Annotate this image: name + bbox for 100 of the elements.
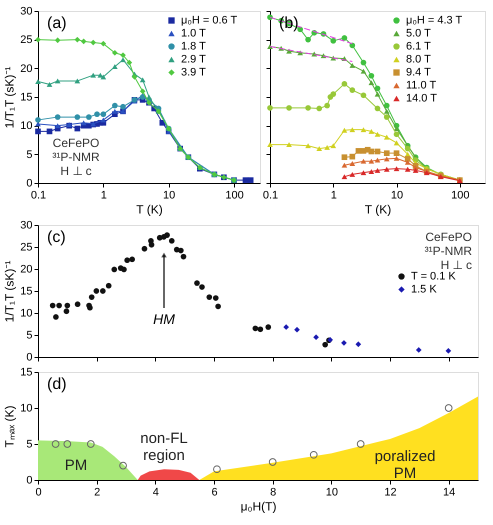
y-axis-title: 1/T₁T (sK)⁻¹ (2, 66, 16, 128)
point (265, 324, 272, 330)
point (446, 348, 452, 354)
point (206, 294, 212, 300)
legend-label: 6.1 T (406, 40, 432, 52)
point (199, 284, 205, 290)
y-tick-label: 20 (20, 264, 32, 276)
point (64, 302, 70, 308)
point (86, 440, 95, 448)
point (94, 288, 100, 294)
annotation: PM (64, 457, 88, 474)
annotation: ³¹P-NMR (424, 244, 472, 258)
annotation: ³¹P-NMR (52, 150, 100, 164)
x-tick-label: 10 (326, 486, 338, 498)
legend-label: 2.9 T (181, 54, 206, 66)
y-tick-label: 0 (26, 474, 32, 486)
x-tick-label: 8 (270, 486, 276, 498)
point (50, 302, 56, 308)
chart-title: (a) (47, 15, 67, 32)
legend-label: 14.0 T (406, 92, 438, 104)
legend-label: 9.4 T (406, 66, 432, 78)
point (252, 326, 258, 332)
y-tick-label: 5 (26, 330, 32, 342)
legend-label: 11.0 T (406, 80, 436, 92)
annotation: H ⊥ c (60, 164, 92, 178)
point (268, 458, 277, 466)
y-tick-label: 30 (20, 6, 32, 18)
chart-title: (d) (47, 376, 67, 393)
point (310, 450, 318, 459)
legend-label: 3.9 T (181, 66, 206, 78)
x-tick-label: 0.1 (30, 190, 46, 202)
x-axis-title: μ₀H(T) (240, 500, 276, 514)
legend-label: μ₀H = 4.3 T (406, 14, 463, 26)
x-tick-label: 1 (330, 190, 337, 202)
point (322, 342, 328, 348)
point (356, 440, 365, 448)
point (52, 440, 60, 448)
y-tick-label: 10 (20, 402, 32, 414)
point (194, 280, 200, 286)
y-tick-label: 0 (26, 352, 32, 364)
y-tick-label: 0 (26, 178, 32, 190)
point (100, 288, 106, 294)
y-tick-label: 25 (20, 242, 32, 254)
point (178, 248, 184, 254)
legend-label: 8.0 T (406, 54, 432, 66)
legend-label: 5.0 T (406, 28, 432, 40)
point (313, 334, 319, 340)
point (180, 254, 186, 260)
legend-label: 1.0 T (181, 28, 206, 40)
x-tick-label: 100 (451, 190, 470, 202)
y-tick-label: 5 (26, 438, 32, 450)
x-tick-label: 100 (225, 190, 244, 202)
point (88, 294, 95, 300)
y-tick-label: 5 (26, 148, 32, 161)
point (142, 246, 148, 252)
point (341, 340, 347, 346)
x-tick-label: 2 (94, 486, 100, 498)
y-axis-title: Tₘₐₓ (K) (2, 405, 16, 448)
y-tick-label: 30 (20, 220, 32, 232)
x-axis-title: T (K) (364, 202, 392, 216)
y-tick-label: 15 (20, 286, 32, 298)
x-tick-label: 10 (163, 190, 176, 202)
legend-label: μ₀H = 0.6 T (181, 14, 238, 26)
point (129, 256, 135, 262)
point (215, 304, 221, 310)
point (124, 257, 130, 264)
x-axis-title: T (K) (136, 202, 163, 216)
x-tick-label: 0 (35, 486, 42, 498)
point (119, 462, 127, 470)
x-tick-label: 6 (211, 486, 218, 498)
x-tick-label: 0.1 (262, 190, 278, 202)
annotation: poralized PM (374, 448, 436, 482)
y-tick-label: 10 (20, 120, 32, 132)
point (64, 308, 70, 314)
point (74, 301, 80, 308)
legend-label: 1.8 T (181, 40, 206, 52)
y-tick-label: 15 (20, 366, 32, 378)
x-tick-label: 12 (384, 486, 397, 498)
legend-label: T = 0.1 K (411, 270, 456, 282)
annotation: CeFePO (52, 136, 100, 150)
y-axis-title: 1/T₁T (sK)⁻¹ (2, 260, 16, 322)
annotation: H ⊥ c (440, 258, 472, 272)
point (63, 440, 72, 448)
point (111, 266, 118, 272)
point (294, 326, 300, 333)
x-tick-label: 14 (443, 486, 456, 498)
point (121, 266, 127, 272)
point (355, 341, 362, 348)
point (283, 324, 289, 330)
legend-label: 1.5 K (411, 284, 438, 296)
y-tick-label: 10 (20, 308, 32, 320)
y-tick-label: 15 (20, 92, 32, 104)
chart-title: (c) (47, 229, 66, 246)
point (258, 326, 264, 332)
y-tick-label: 25 (20, 34, 32, 46)
annotation: HM (153, 311, 176, 327)
x-tick-label: 10 (390, 190, 404, 202)
point (212, 295, 219, 301)
x-tick-label: 1 (100, 190, 107, 202)
y-tick-label: 20 (20, 62, 32, 75)
